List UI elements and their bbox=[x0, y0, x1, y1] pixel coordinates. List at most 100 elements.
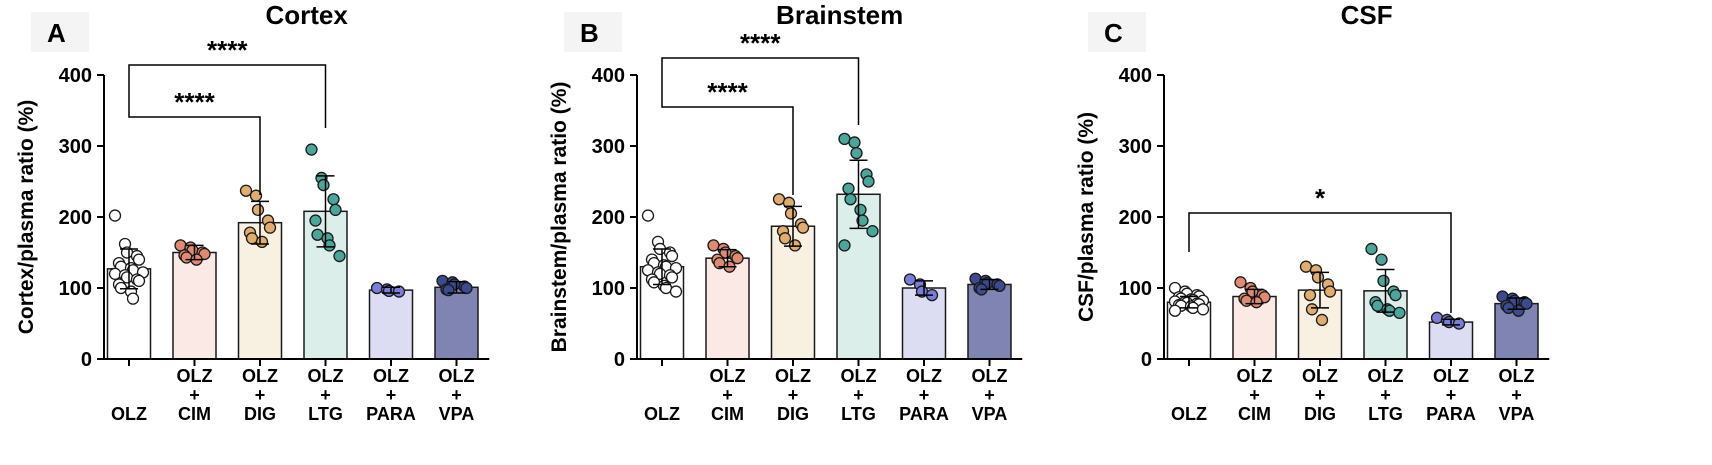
data-point bbox=[1303, 288, 1317, 302]
data-point bbox=[1311, 271, 1325, 284]
data-point bbox=[327, 193, 340, 206]
y-axis-label: Cortex/plasma ratio (%) bbox=[15, 100, 38, 335]
x-tick-label: + bbox=[919, 385, 930, 405]
data-point bbox=[993, 279, 1006, 293]
data-point bbox=[838, 239, 851, 252]
x-tick-label: LTG bbox=[841, 404, 876, 424]
data-point bbox=[665, 249, 679, 263]
x-tick-label: OLZ bbox=[439, 366, 475, 386]
x-tick-label: + bbox=[1249, 385, 1260, 405]
data-point bbox=[796, 221, 810, 234]
data-point bbox=[309, 214, 322, 227]
data-point bbox=[1365, 242, 1378, 256]
x-tick-label: OLZ bbox=[841, 366, 877, 386]
y-tick-label: 0 bbox=[1141, 349, 1152, 371]
data-point bbox=[1375, 253, 1388, 266]
x-tick-label: + bbox=[451, 385, 462, 405]
x-tick-label: OLZ bbox=[1433, 366, 1469, 386]
y-tick-label: 300 bbox=[1119, 136, 1152, 158]
x-tick-label: + bbox=[788, 385, 799, 405]
data-point bbox=[856, 214, 869, 227]
y-tick-label: 400 bbox=[1119, 65, 1152, 87]
y-tick-label: 200 bbox=[59, 207, 92, 229]
data-point bbox=[1234, 276, 1247, 289]
significance-label: **** bbox=[707, 77, 748, 107]
x-tick-label: CIM bbox=[1238, 404, 1271, 424]
x-tick-label: OLZ bbox=[972, 366, 1008, 386]
data-point bbox=[1371, 299, 1384, 312]
significance-bracket bbox=[661, 57, 860, 125]
x-tick-label: + bbox=[1380, 385, 1391, 405]
data-point bbox=[1315, 313, 1329, 327]
x-tick-label: OLZ bbox=[177, 366, 213, 386]
data-point bbox=[1452, 317, 1466, 330]
x-tick-label: + bbox=[189, 385, 200, 405]
data-point bbox=[848, 136, 861, 149]
data-point bbox=[1240, 294, 1253, 307]
y-tick-label: 300 bbox=[59, 136, 92, 158]
x-tick-label: OLZ bbox=[242, 366, 278, 386]
data-point bbox=[1430, 311, 1444, 324]
data-point bbox=[329, 203, 342, 217]
x-tick-label: DIG bbox=[777, 404, 809, 424]
panel-letter-badge bbox=[1088, 12, 1146, 52]
data-point bbox=[1299, 260, 1313, 273]
data-point bbox=[665, 271, 679, 284]
bar bbox=[901, 287, 947, 360]
x-tick-label: LTG bbox=[1368, 404, 1403, 424]
x-tick-label: PARA bbox=[1426, 404, 1476, 424]
data-point bbox=[255, 235, 269, 249]
panel-b: B Brainstem Brainstem/plasma ratio (%) 0 100… bbox=[548, 0, 1023, 424]
x-tick-label: + bbox=[320, 385, 331, 405]
x-tick-label: + bbox=[722, 385, 733, 405]
data-point bbox=[460, 281, 473, 295]
data-point bbox=[647, 276, 661, 289]
data-point bbox=[108, 267, 122, 280]
data-point bbox=[669, 285, 683, 298]
x-tick-label: LTG bbox=[308, 404, 343, 424]
data-point bbox=[317, 178, 330, 192]
x-tick-label: OLZ bbox=[1368, 366, 1404, 386]
data-point bbox=[1393, 306, 1406, 320]
x-tick-label: OLZ bbox=[111, 404, 147, 424]
x-tick-label: + bbox=[1511, 385, 1522, 405]
data-point bbox=[1377, 274, 1390, 288]
y-tick-label: 100 bbox=[1119, 278, 1152, 300]
data-point bbox=[862, 175, 875, 188]
x-tick-label: CIM bbox=[711, 404, 744, 424]
data-point bbox=[1502, 301, 1515, 315]
y-tick-label: 200 bbox=[592, 207, 625, 229]
x-tick-label: OLZ bbox=[373, 366, 409, 386]
y-tick-label: 400 bbox=[592, 65, 625, 87]
significance-label: **** bbox=[740, 28, 781, 58]
data-point bbox=[442, 283, 455, 297]
data-point bbox=[1196, 303, 1210, 316]
data-point bbox=[370, 281, 384, 295]
x-tick-label: PARA bbox=[899, 404, 949, 424]
data-point bbox=[333, 249, 346, 263]
bar bbox=[434, 286, 479, 360]
data-point bbox=[392, 285, 406, 298]
data-point bbox=[641, 209, 655, 222]
data-point bbox=[866, 225, 879, 238]
data-point bbox=[132, 253, 146, 266]
x-tick-label: + bbox=[255, 385, 266, 405]
chart-title: CSF bbox=[1341, 0, 1393, 30]
data-point bbox=[323, 239, 336, 252]
data-point bbox=[844, 193, 857, 206]
data-point bbox=[903, 273, 917, 286]
data-point bbox=[1323, 285, 1337, 298]
y-tick-label: 0 bbox=[614, 349, 625, 371]
data-point bbox=[1305, 303, 1319, 316]
data-point bbox=[263, 221, 277, 234]
bar bbox=[368, 289, 414, 360]
data-point bbox=[126, 292, 140, 305]
panel-letter: A bbox=[47, 18, 66, 48]
bar bbox=[1494, 302, 1539, 360]
data-point bbox=[784, 207, 798, 220]
data-point bbox=[180, 251, 193, 264]
data-point bbox=[707, 239, 720, 252]
panel-c: C CSF CSF/plasma ratio (%) 0 100 200 300 400 OLZ… bbox=[1075, 0, 1550, 424]
significance-bracket bbox=[661, 103, 794, 195]
